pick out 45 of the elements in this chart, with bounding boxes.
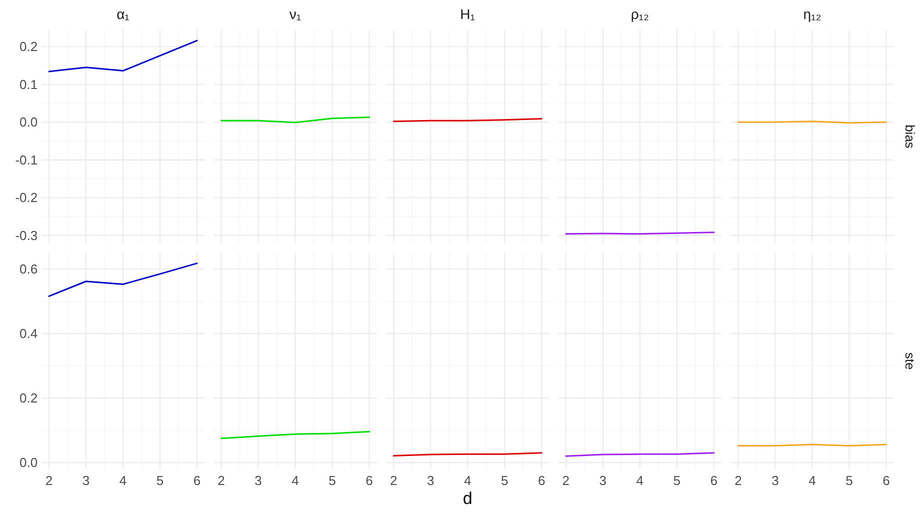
- x-tick-label: 3: [254, 473, 262, 488]
- x-tick-label: 3: [426, 473, 434, 488]
- x-tick-label: 6: [538, 473, 546, 488]
- x-tick-label: 6: [366, 473, 373, 488]
- x-tick-label: 2: [45, 473, 53, 488]
- y-tick-label: -0.3: [15, 228, 38, 243]
- x-tick-label: 3: [599, 473, 607, 488]
- chart-title: H₁: [460, 6, 476, 22]
- x-tick-label: 2: [218, 473, 225, 488]
- y-tick-label: -0.1: [15, 152, 38, 168]
- x-tick-label: 5: [846, 473, 853, 488]
- x-tick-label: 6: [882, 473, 890, 488]
- y-tick-label: 0.6: [20, 262, 38, 277]
- x-tick-label: 5: [156, 473, 164, 488]
- x-axis-title: d: [462, 489, 472, 508]
- x-tick-label: 2: [734, 473, 742, 488]
- x-tick-label: 4: [808, 473, 816, 488]
- x-tick-label: 4: [119, 473, 127, 488]
- y-tick-label: 0.2: [20, 39, 38, 54]
- x-tick-label: 2: [562, 473, 570, 488]
- text: ste: [902, 352, 918, 370]
- x-tick-label: 3: [772, 473, 779, 488]
- y-tick-label: 0.4: [20, 326, 38, 342]
- text: bias: [902, 124, 918, 149]
- x-tick-label: 4: [292, 473, 299, 488]
- x-tick-label: 6: [193, 473, 201, 488]
- chart-title: ρ₁₂: [630, 6, 649, 22]
- line-series: [48, 262, 198, 297]
- x-tick-label: 5: [673, 473, 681, 488]
- x-tick-label: 5: [500, 473, 508, 488]
- y-tick-label: -0.2: [15, 190, 38, 206]
- x-tick-label: 4: [464, 473, 472, 488]
- chart-title: η₁₂: [803, 6, 822, 22]
- y-tick-label: 0.2: [20, 390, 38, 406]
- chart-title: ν₁: [289, 6, 302, 22]
- chart-title: α₁: [116, 6, 130, 22]
- y-tick-label: 0.1: [20, 76, 38, 92]
- y-tick-label: 0.0: [20, 114, 38, 130]
- x-tick-label: 2: [390, 473, 398, 488]
- x-tick-label: 3: [82, 473, 90, 488]
- x-tick-label: 6: [710, 473, 718, 488]
- y-tick-label: 0.0: [20, 455, 38, 470]
- line-series: [48, 40, 198, 72]
- x-tick-label: 4: [636, 473, 644, 488]
- x-tick-label: 5: [328, 473, 336, 488]
